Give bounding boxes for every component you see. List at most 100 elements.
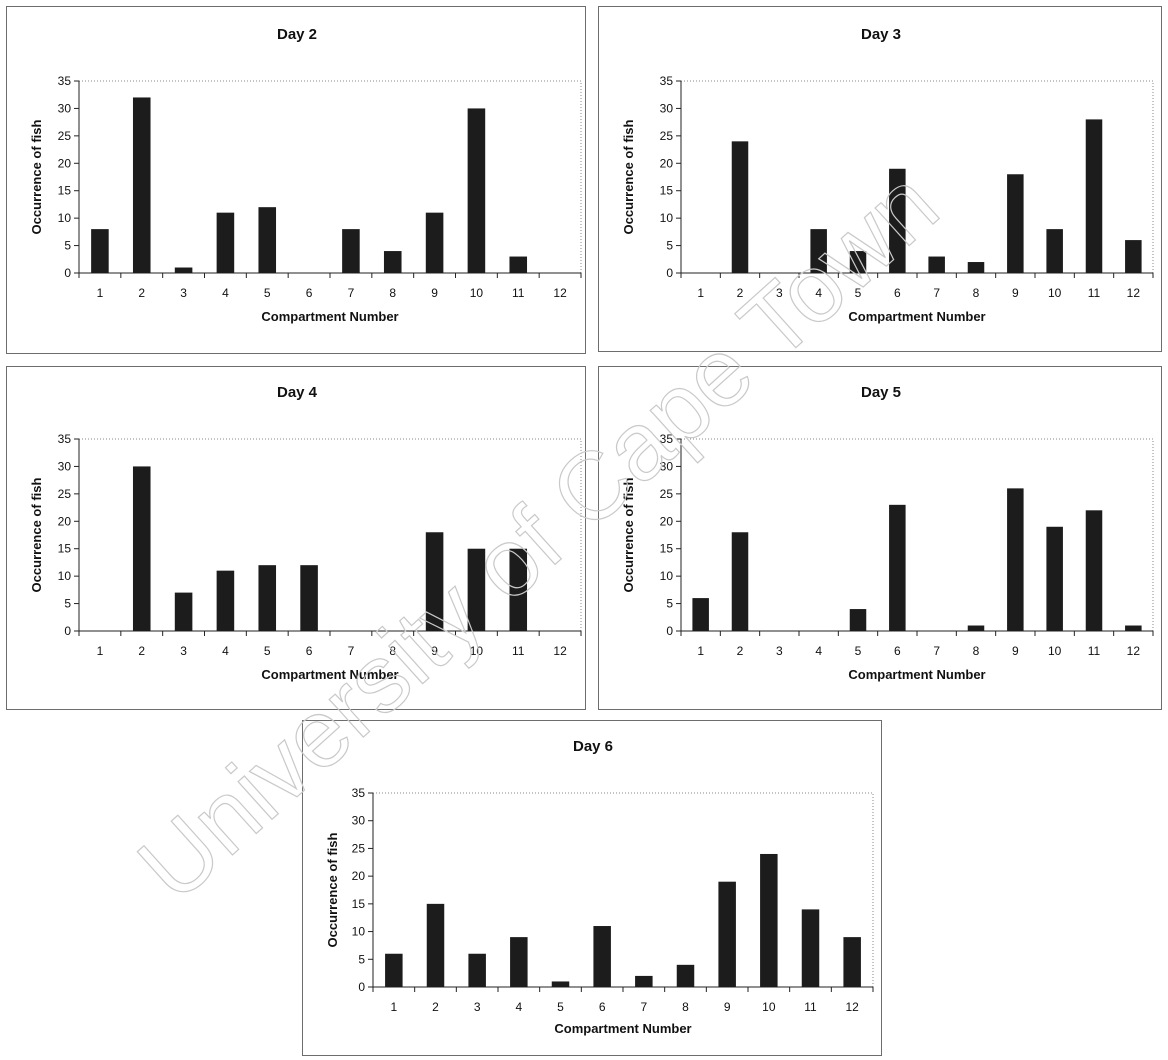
bar: [174, 267, 193, 273]
y-tick-label: 30: [352, 814, 366, 828]
x-tick-label: 6: [306, 286, 313, 300]
x-tick-label: 8: [973, 644, 980, 658]
bar: [718, 881, 736, 987]
y-tick-label: 5: [64, 597, 71, 611]
bar: [731, 532, 749, 631]
y-tick-label: 20: [660, 156, 674, 170]
plot-area: [680, 438, 1154, 632]
x-tick-label: 1: [697, 286, 704, 300]
y-tick-label: 0: [358, 980, 365, 994]
x-tick-label: 5: [264, 286, 271, 300]
y-tick-label: 20: [58, 156, 72, 170]
bar: [132, 466, 151, 631]
x-tick-label: 3: [776, 286, 783, 300]
x-axis-label: Compartment Number: [848, 667, 985, 682]
bar: [1085, 119, 1103, 274]
y-axis-label: Occurrence of fish: [29, 478, 44, 593]
chart-title: Day 2: [277, 26, 317, 43]
y-tick-label: 30: [660, 459, 674, 473]
bar: [174, 592, 193, 631]
bar: [1007, 488, 1024, 631]
x-tick-label: 9: [431, 644, 438, 658]
x-tick-label: 7: [933, 644, 940, 658]
bar: [91, 229, 109, 273]
bar: [467, 548, 486, 631]
bar: [849, 251, 867, 273]
y-tick-label: 35: [58, 74, 72, 88]
bar: [216, 570, 235, 631]
y-tick-label: 35: [660, 432, 674, 446]
x-tick-label: 8: [389, 644, 396, 658]
y-axis-label: Occurrence of fish: [621, 478, 636, 593]
bar: [509, 256, 528, 273]
x-tick-label: 5: [264, 644, 271, 658]
bar: [132, 97, 151, 273]
chart-title: Day 6: [573, 738, 613, 755]
x-tick-label: 12: [1127, 644, 1141, 658]
chart-panel-day-5: Day 5 0 5 10 15 20 25 30 35 1 2 3 4 5 6 7 8 9 10 11 12 Compar…: [598, 366, 1162, 710]
plot-area: [680, 80, 1154, 274]
bar: [843, 937, 861, 987]
y-tick-label: 10: [58, 211, 72, 225]
y-tick-label: 0: [666, 624, 673, 638]
x-tick-label: 4: [222, 286, 229, 300]
x-tick-label: 10: [470, 286, 484, 300]
x-tick-label: 8: [682, 1000, 689, 1014]
bar: [1125, 625, 1142, 631]
x-tick-label: 9: [1012, 644, 1019, 658]
bar: [1046, 526, 1063, 631]
x-tick-label: 2: [138, 286, 145, 300]
y-tick-label: 20: [352, 869, 366, 883]
x-tick-label: 4: [815, 644, 822, 658]
bar: [967, 262, 985, 273]
y-tick-label: 10: [352, 925, 366, 939]
bar: [385, 953, 403, 987]
chart-panel-day-4: Day 4 0 5 10 15 20 25 30 35 1 2 3 4 5 6 7 8 9 10 11 12 Compar…: [6, 366, 586, 710]
chart-title: Day 4: [277, 384, 318, 401]
x-tick-label: 2: [737, 644, 744, 658]
bar: [383, 251, 402, 273]
x-tick-label: 1: [97, 286, 104, 300]
bar: [426, 903, 445, 987]
bar: [676, 964, 695, 987]
x-tick-label: 7: [348, 644, 355, 658]
y-tick-label: 25: [352, 841, 366, 855]
x-tick-label: 12: [1127, 286, 1141, 300]
y-tick-label: 5: [358, 952, 365, 966]
chart-panel-day-2: Day 2 0 5 10 15 20 25 30 35 1 2 3 4 5 6 7 8 9 10 11 12 Compar…: [6, 6, 586, 354]
chart-panel-day-3: Day 3 0 5 10 15 20 25 30 35 1 2 3 4 5 6 7 8 9 10 11 12 Compar…: [598, 6, 1162, 352]
y-axis-label: Occurrence of fish: [29, 120, 44, 235]
x-tick-label: 4: [815, 286, 822, 300]
bar: [258, 207, 277, 273]
x-tick-label: 3: [180, 644, 187, 658]
x-tick-label: 2: [737, 286, 744, 300]
bar: [849, 609, 867, 631]
bar: [731, 141, 749, 273]
y-tick-label: 0: [64, 266, 71, 280]
bar: [889, 168, 906, 273]
bar: [342, 229, 360, 273]
y-tick-label: 15: [352, 897, 366, 911]
x-tick-label: 11: [1088, 644, 1101, 658]
x-tick-label: 6: [894, 644, 901, 658]
bar: [1046, 229, 1063, 273]
y-tick-label: 0: [64, 624, 71, 638]
y-tick-label: 35: [660, 74, 674, 88]
bar: [928, 256, 945, 273]
x-tick-label: 10: [1048, 644, 1062, 658]
x-tick-label: 7: [933, 286, 940, 300]
bar: [509, 548, 528, 631]
y-tick-label: 5: [64, 239, 71, 253]
y-tick-label: 20: [660, 514, 674, 528]
x-tick-label: 2: [138, 644, 145, 658]
x-tick-label: 4: [222, 644, 229, 658]
bar: [593, 926, 611, 987]
y-tick-label: 15: [660, 184, 674, 198]
x-tick-label: 12: [553, 286, 567, 300]
x-tick-label: 10: [1048, 286, 1062, 300]
y-tick-label: 15: [58, 184, 72, 198]
